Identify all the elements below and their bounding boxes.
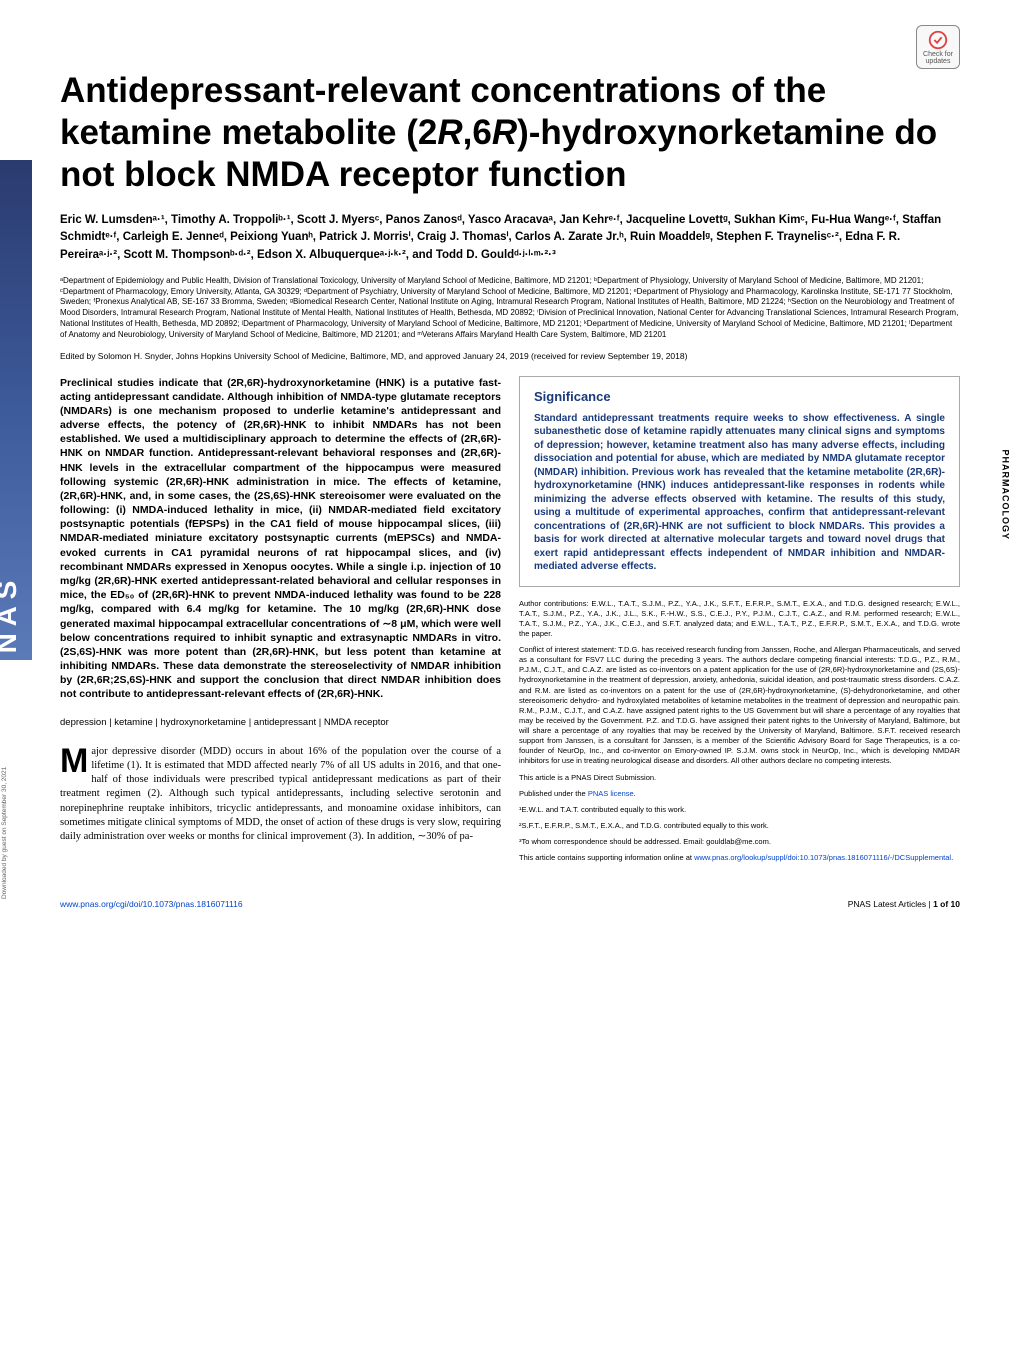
keywords: depression | ketamine | hydroxynorketami… [60,716,501,729]
svg-text:P N A S: P N A S [0,581,22,660]
license: Published under the PNAS license. [519,789,960,799]
badge-line1: Check for [923,51,953,58]
supplemental-link[interactable]: www.pnas.org/lookup/suppl/doi:10.1073/pn… [694,853,951,862]
direct-submission: This article is a PNAS Direct Submission… [519,773,960,783]
equal-contrib-1: ¹E.W.L. and T.A.T. contributed equally t… [519,805,960,815]
check-updates-badge[interactable]: Check for updates [916,25,960,69]
equal-contrib-2: ²S.F.T., E.F.R.P., S.M.T., E.X.A., and T… [519,821,960,831]
author-list: Eric W. Lumsdenᵃ·¹, Timothy A. Troppoliᵇ… [60,212,960,264]
significance-title: Significance [534,389,945,404]
dropcap: M [60,745,91,776]
abstract: Preclinical studies indicate that (2R,6R… [60,376,501,702]
edited-by: Edited by Solomon H. Snyder, Johns Hopki… [60,351,960,362]
conflict-of-interest: Conflict of interest statement: T.D.G. h… [519,645,960,767]
article-title: Antidepressant-relevant concentrations o… [60,70,960,196]
badge-line2: updates [926,58,951,65]
download-note: Downloaded by guest on September 30, 202… [1,767,8,899]
check-updates-icon [927,29,949,51]
supplemental: This article contains supporting informa… [519,853,960,863]
section-label: PHARMACOLOGY [1000,450,1010,541]
correspondence: ³To whom correspondence should be addres… [519,837,960,847]
pnas-license-link[interactable]: PNAS license [588,789,634,798]
significance-box: Significance Standard antidepressant tre… [519,376,960,587]
affiliations: ᵃDepartment of Epidemiology and Public H… [60,276,960,341]
page-footer: www.pnas.org/cgi/doi/10.1073/pnas.181607… [60,899,960,909]
page-number: PNAS Latest Articles | 1 of 10 [848,899,960,909]
significance-text: Standard antidepressant treatments requi… [534,412,945,574]
doi-link[interactable]: www.pnas.org/cgi/doi/10.1073/pnas.181607… [60,899,243,909]
body-text: Major depressive disorder (MDD) occurs i… [60,745,501,844]
author-contributions: Author contributions: E.W.L., T.A.T., S.… [519,599,960,640]
pnas-logo-sidebar: P N A S [0,160,32,660]
